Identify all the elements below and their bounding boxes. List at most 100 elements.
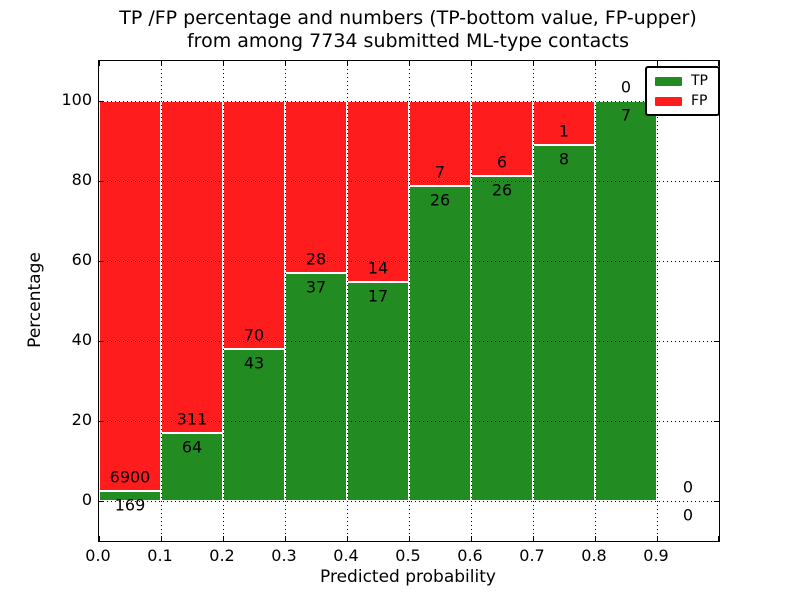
v-gridline xyxy=(284,61,286,541)
x-tick-label: 0.5 xyxy=(395,546,421,565)
bar-count-label-fp: 14 xyxy=(367,258,389,278)
x-tick-label: 0.3 xyxy=(271,546,297,565)
x-tick xyxy=(717,61,719,66)
bar-segment-tp xyxy=(223,348,285,501)
y-tick xyxy=(714,340,719,342)
legend: TP FP xyxy=(645,66,720,116)
x-tick xyxy=(222,536,224,541)
chart-title-line2: from among 7734 submitted ML-type contac… xyxy=(186,30,630,52)
y-tick xyxy=(99,180,104,182)
x-tick-label: 0.8 xyxy=(581,546,607,565)
x-tick-label: 0.1 xyxy=(147,546,173,565)
bar-count-label-tp: 64 xyxy=(181,437,203,457)
y-tick xyxy=(714,420,719,422)
x-tick xyxy=(284,536,286,541)
legend-row: TP xyxy=(655,74,708,88)
v-gridline xyxy=(470,61,472,541)
bar-count-label-fp: 6900 xyxy=(109,467,151,487)
x-tick-label: 0.4 xyxy=(333,546,359,565)
bar-count-label-tp: 17 xyxy=(367,286,389,306)
x-tick xyxy=(98,536,100,541)
x-tick xyxy=(408,536,410,541)
y-tick xyxy=(99,420,104,422)
x-tick xyxy=(656,536,658,541)
y-tick xyxy=(99,100,104,102)
x-tick xyxy=(470,61,472,66)
y-tick-label: 20 xyxy=(71,410,92,429)
bar-segment-fp xyxy=(161,101,223,433)
x-tick xyxy=(222,61,224,66)
bar-segment-tp xyxy=(409,185,471,501)
bar-count-label-tp: 7 xyxy=(620,105,632,125)
x-tick xyxy=(408,61,410,66)
bar-segment-tp xyxy=(471,176,533,501)
x-tick-label: 0.6 xyxy=(457,546,483,565)
bar-count-label-tp: 43 xyxy=(243,353,265,373)
bar-segment-tp xyxy=(595,101,657,501)
v-gridline xyxy=(222,61,224,541)
x-tick xyxy=(717,536,719,541)
v-gridline xyxy=(160,61,162,541)
bar-segment-tp xyxy=(533,145,595,501)
bar-count-label-fp: 28 xyxy=(305,249,327,269)
bar-segment-fp xyxy=(99,101,161,492)
y-tick xyxy=(99,340,104,342)
y-tick-label: 0 xyxy=(81,490,92,509)
legend-row: FP xyxy=(655,94,708,108)
y-tick xyxy=(99,260,104,262)
bar-count-label-fp: 7 xyxy=(434,162,446,182)
bar-count-label-tp: 37 xyxy=(305,277,327,297)
x-tick xyxy=(98,61,100,66)
x-tick-label: 0.0 xyxy=(85,546,111,565)
bar-count-label-tp: 8 xyxy=(558,149,570,169)
bar-segment-fp xyxy=(533,101,595,146)
bar-count-label-tp: 169 xyxy=(114,495,146,515)
x-tick xyxy=(656,61,658,66)
bar-count-label-fp: 6 xyxy=(496,152,508,172)
y-tick-label: 60 xyxy=(71,250,92,269)
plot-area: 6900 169 311 64 70 43 28 37 14 17 7 26 6 26 1 8 0 7 0 0 xyxy=(98,60,720,542)
x-tick xyxy=(346,61,348,66)
bar-segment-tp xyxy=(347,281,409,501)
x-tick xyxy=(284,61,286,66)
x-axis-label: Predicted probability xyxy=(320,567,496,587)
x-tick xyxy=(532,536,534,541)
legend-swatch-tp xyxy=(655,76,682,86)
bar-count-label-fp: 0 xyxy=(620,77,632,97)
v-gridline xyxy=(346,61,348,541)
x-tick xyxy=(470,536,472,541)
x-tick xyxy=(160,61,162,66)
legend-swatch-fp xyxy=(655,96,682,106)
y-tick-label: 40 xyxy=(71,330,92,349)
bar-segment-fp xyxy=(223,101,285,349)
bar-segment-tp xyxy=(285,273,347,501)
v-gridline xyxy=(408,61,410,541)
bar-count-label-fp: 70 xyxy=(243,325,265,345)
y-tick-label: 80 xyxy=(71,170,92,189)
legend-label-tp: TP xyxy=(691,73,708,89)
v-gridline xyxy=(532,61,534,541)
v-gridline xyxy=(594,61,596,541)
bar-count-label-tp: 26 xyxy=(429,190,451,210)
y-tick xyxy=(714,260,719,262)
chart-title: TP /FP percentage and numbers (TP-bottom… xyxy=(98,7,718,53)
x-tick xyxy=(160,536,162,541)
bar-count-label-tp: 0 xyxy=(682,505,694,525)
bar-segment-fp xyxy=(285,101,347,274)
v-gridline xyxy=(656,61,658,541)
x-tick xyxy=(594,536,596,541)
x-tick xyxy=(532,61,534,66)
x-tick xyxy=(594,61,596,66)
y-tick-label: 100 xyxy=(61,90,92,109)
x-tick-label: 0.7 xyxy=(519,546,545,565)
x-tick-label: 0.2 xyxy=(209,546,235,565)
legend-label-fp: FP xyxy=(691,93,708,109)
bar-count-label-fp: 0 xyxy=(682,477,694,497)
x-tick xyxy=(346,536,348,541)
bar-count-label-fp: 311 xyxy=(176,409,208,429)
y-tick xyxy=(714,180,719,182)
bar-segment-fp xyxy=(347,101,409,282)
bar-count-label-tp: 26 xyxy=(491,180,513,200)
bar-count-label-fp: 1 xyxy=(558,121,570,141)
